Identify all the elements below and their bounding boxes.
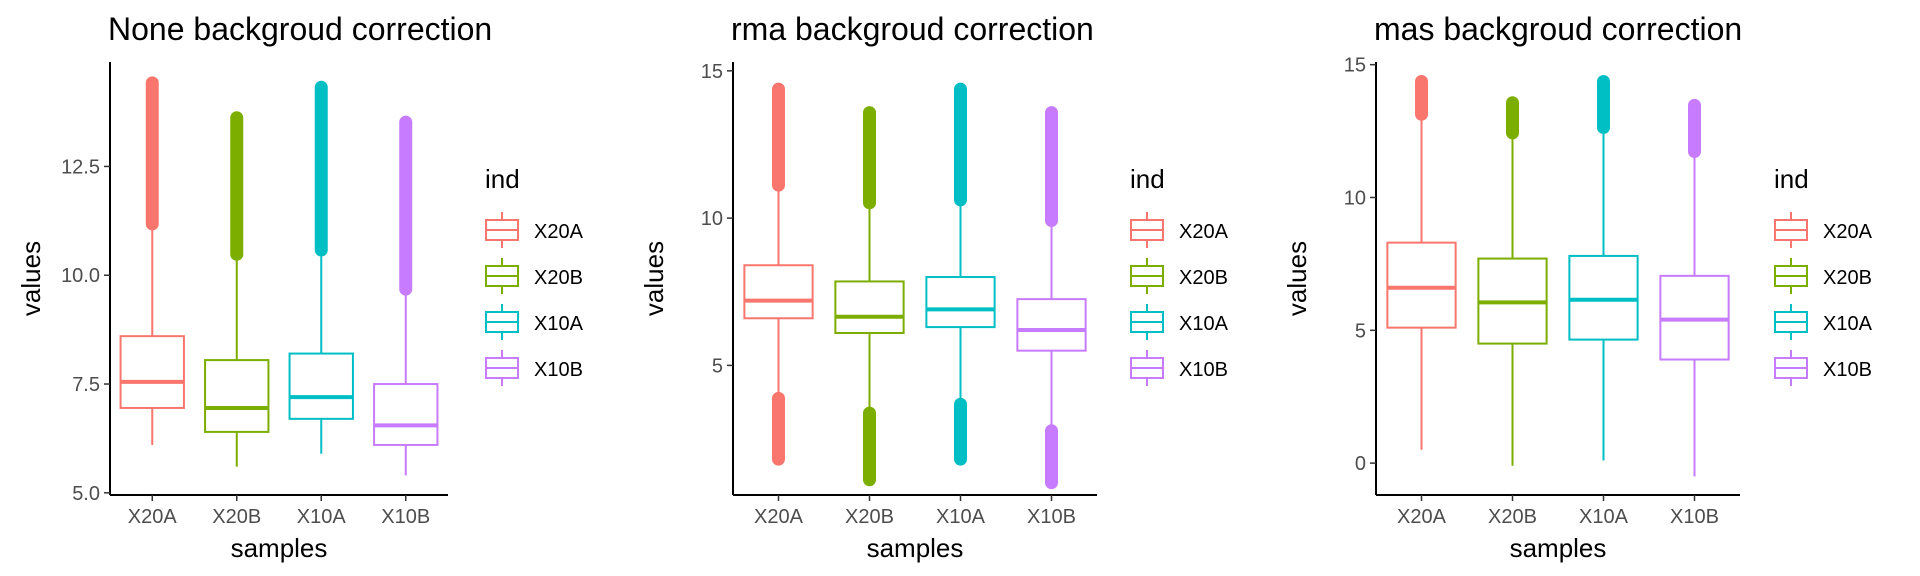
box-iqr (288, 352, 354, 420)
outlier-points-high (314, 80, 328, 257)
y-tick-label: 10 (701, 208, 723, 230)
x-tick-label: X10B (381, 506, 430, 528)
legend-label: X20A (1823, 221, 1873, 243)
x-axis-label: samples (231, 533, 328, 563)
x-tick-label: X10A (936, 506, 986, 528)
y-tick-label: 15 (701, 61, 723, 83)
outlier-points-low (772, 391, 785, 466)
x-tick-label: X20B (1488, 506, 1537, 528)
legend-label: X10A (534, 313, 584, 335)
outlier-points-high (1688, 98, 1701, 158)
outlier-points-low (1045, 424, 1058, 490)
legend-title: ind (1774, 164, 1809, 194)
box-X20B (1477, 96, 1548, 466)
x-axis-label: samples (867, 533, 964, 563)
box-iqr (834, 280, 905, 334)
outlier-points-high (863, 106, 876, 210)
legend-label: X20A (1179, 221, 1229, 243)
box-iqr (1016, 298, 1087, 352)
box-X20A (1386, 74, 1457, 450)
box-X20A (743, 82, 814, 466)
chart-title: rma backgroud correction (731, 11, 1094, 47)
y-axis-label: values (639, 241, 669, 316)
x-axis-label: samples (1510, 533, 1607, 563)
legend: ind X20A X20B X10A X10B (1774, 164, 1873, 386)
legend-label: X10B (1179, 359, 1228, 381)
box-iqr (119, 335, 185, 409)
panel-3: mas backgroud correction 0 5 10 15 X20A X20B X1… (1282, 11, 1873, 563)
outlier-points-high (954, 82, 967, 207)
outlier-points-high (399, 115, 413, 296)
box-iqr (373, 383, 439, 446)
chart-title: mas backgroud correction (1374, 11, 1742, 47)
outlier-points-high (230, 111, 244, 261)
y-axis-label: values (16, 241, 46, 316)
box-iqr (204, 359, 270, 433)
box-iqr (743, 264, 814, 320)
box-X20B (204, 111, 270, 467)
legend-label: X20B (534, 267, 583, 289)
box-X20B (834, 106, 905, 487)
y-tick-label: 5 (712, 355, 723, 377)
box-iqr (925, 276, 996, 329)
y-tick-label: 5.0 (72, 483, 100, 505)
outlier-points-high (772, 82, 785, 192)
outlier-points-high (1506, 96, 1519, 140)
box-X10B (1659, 98, 1730, 477)
x-tick-label: X10A (297, 506, 347, 528)
x-tick-label: X20A (1397, 506, 1447, 528)
legend-label: X10A (1179, 313, 1229, 335)
outlier-points-high (145, 76, 159, 231)
box-X10B (373, 115, 439, 476)
x-tick-label: X20A (754, 506, 804, 528)
x-tick-label: X10B (1027, 506, 1076, 528)
box-X10A (1568, 74, 1639, 461)
legend-label: X20B (1823, 267, 1872, 289)
outlier-points-high (1045, 106, 1058, 228)
legend: ind X20A X20B X10A X10B (1130, 164, 1229, 386)
box-X10B (1016, 106, 1087, 490)
panel-2: rma backgroud correction 5 10 15 X20A X20B X10… (639, 11, 1229, 563)
x-tick-label: X10A (1579, 506, 1629, 528)
y-tick-label: 10 (1344, 187, 1366, 209)
box-X10A (925, 82, 996, 466)
outlier-points-high (1415, 74, 1428, 121)
outlier-points-high (1597, 74, 1610, 135)
y-tick-label: 15 (1344, 55, 1366, 77)
legend-label: X20B (1179, 267, 1228, 289)
outlier-points-low (863, 406, 876, 487)
y-tick-label: 5 (1355, 320, 1366, 342)
chart-title: None backgroud correction (108, 11, 492, 47)
legend-title: ind (1130, 164, 1165, 194)
box-iqr (1386, 241, 1457, 329)
y-tick-label: 7.5 (72, 374, 100, 396)
legend-title: ind (485, 164, 520, 194)
y-axis-label: values (1282, 241, 1312, 316)
panel-1: None backgroud correction 5.0 7.5 10.0 12.5 X… (16, 11, 584, 563)
box-X20A (119, 76, 185, 445)
legend-label: X20A (534, 221, 584, 243)
y-tick-label: 10.0 (61, 265, 100, 287)
x-tick-label: X10B (1670, 506, 1719, 528)
outlier-points-low (954, 397, 967, 466)
x-tick-label: X20B (212, 506, 261, 528)
legend-label: X10B (1823, 359, 1872, 381)
box-X10A (288, 80, 354, 454)
legend-label: X10A (1823, 313, 1873, 335)
legend: ind X20A X20B X10A X10B (485, 164, 584, 386)
legend-label: X10B (534, 359, 583, 381)
y-tick-label: 0 (1355, 453, 1366, 475)
y-tick-label: 12.5 (61, 156, 100, 178)
x-tick-label: X20B (845, 506, 894, 528)
x-tick-label: X20A (128, 506, 178, 528)
